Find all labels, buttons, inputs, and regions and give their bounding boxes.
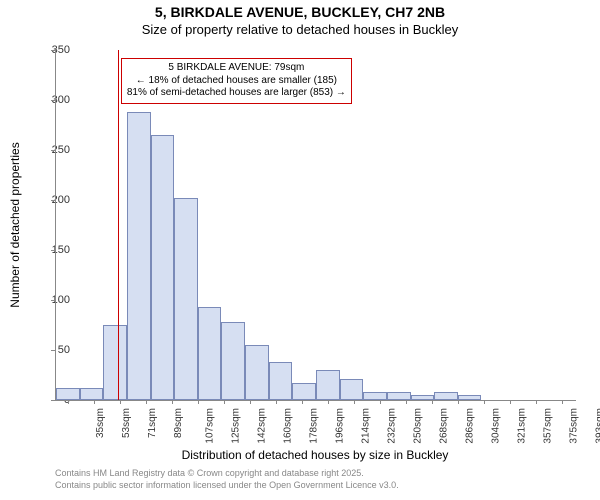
histogram-bar: [56, 388, 80, 400]
histogram-bar: [245, 345, 269, 400]
x-tick-label: 375sqm: [569, 408, 580, 444]
x-tick: [536, 400, 537, 404]
x-tick-label: 286sqm: [465, 408, 476, 444]
annotation-line2: ← 18% of detached houses are smaller (18…: [127, 75, 346, 88]
x-tick: [68, 400, 69, 404]
x-tick-label: 321sqm: [517, 408, 528, 444]
x-tick-label: 35sqm: [95, 408, 106, 438]
x-tick-label: 71sqm: [147, 408, 158, 438]
x-tick-label: 196sqm: [335, 408, 346, 444]
chart-container: 5, BIRKDALE AVENUE, BUCKLEY, CH7 2NB Siz…: [0, 0, 600, 500]
x-axis-label: Distribution of detached houses by size …: [55, 448, 575, 462]
x-tick-label: 250sqm: [413, 408, 424, 444]
x-tick: [406, 400, 407, 404]
x-tick: [302, 400, 303, 404]
histogram-bar: [127, 112, 151, 400]
histogram-bar: [387, 392, 411, 400]
x-tick: [432, 400, 433, 404]
histogram-bar: [269, 362, 293, 400]
annotation-line1: 5 BIRKDALE AVENUE: 79sqm: [127, 62, 346, 75]
histogram-bar: [363, 392, 387, 400]
histogram-bar: [103, 325, 127, 400]
histogram-bar: [80, 388, 104, 400]
histogram-bar: [292, 383, 316, 400]
x-tick-label: 304sqm: [491, 408, 502, 444]
x-tick: [224, 400, 225, 404]
x-tick-label: 178sqm: [309, 408, 320, 444]
x-tick: [198, 400, 199, 404]
x-tick: [458, 400, 459, 404]
x-tick-label: 53sqm: [121, 408, 132, 438]
annotation-line3: 81% of semi-detached houses are larger (…: [127, 87, 346, 100]
x-tick: [484, 400, 485, 404]
x-tick: [250, 400, 251, 404]
annotation-box: 5 BIRKDALE AVENUE: 79sqm ← 18% of detach…: [121, 58, 352, 104]
histogram-bar: [411, 395, 435, 400]
chart-title: 5, BIRKDALE AVENUE, BUCKLEY, CH7 2NB: [0, 4, 600, 20]
x-tick: [120, 400, 121, 404]
histogram-bar: [151, 135, 175, 400]
x-tick: [380, 400, 381, 404]
histogram-bar: [174, 198, 198, 400]
x-tick-label: 268sqm: [439, 408, 450, 444]
chart-subtitle: Size of property relative to detached ho…: [0, 22, 600, 37]
x-tick: [172, 400, 173, 404]
x-tick: [328, 400, 329, 404]
x-tick: [276, 400, 277, 404]
x-tick: [354, 400, 355, 404]
x-tick: [94, 400, 95, 404]
x-tick: [562, 400, 563, 404]
x-tick-label: 107sqm: [205, 408, 216, 444]
x-tick-label: 214sqm: [361, 408, 372, 444]
x-tick-label: 160sqm: [283, 408, 294, 444]
footer-line1: Contains HM Land Registry data © Crown c…: [55, 468, 364, 478]
x-tick-label: 142sqm: [257, 408, 268, 444]
x-tick: [146, 400, 147, 404]
x-tick-label: 89sqm: [173, 408, 184, 438]
x-tick-label: 125sqm: [231, 408, 242, 444]
histogram-bar: [340, 379, 364, 400]
x-tick-label: 232sqm: [387, 408, 398, 444]
x-tick-label: 357sqm: [543, 408, 554, 444]
histogram-bar: [221, 322, 245, 400]
x-tick-label: 393sqm: [595, 408, 600, 444]
x-tick: [510, 400, 511, 404]
histogram-bar: [198, 307, 222, 400]
footer-line2: Contains public sector information licen…: [55, 480, 399, 490]
histogram-bar: [458, 395, 482, 400]
histogram-bar: [434, 392, 458, 400]
y-axis-label: Number of detached properties: [8, 142, 22, 307]
histogram-bar: [316, 370, 340, 400]
marker-line: [118, 50, 119, 400]
